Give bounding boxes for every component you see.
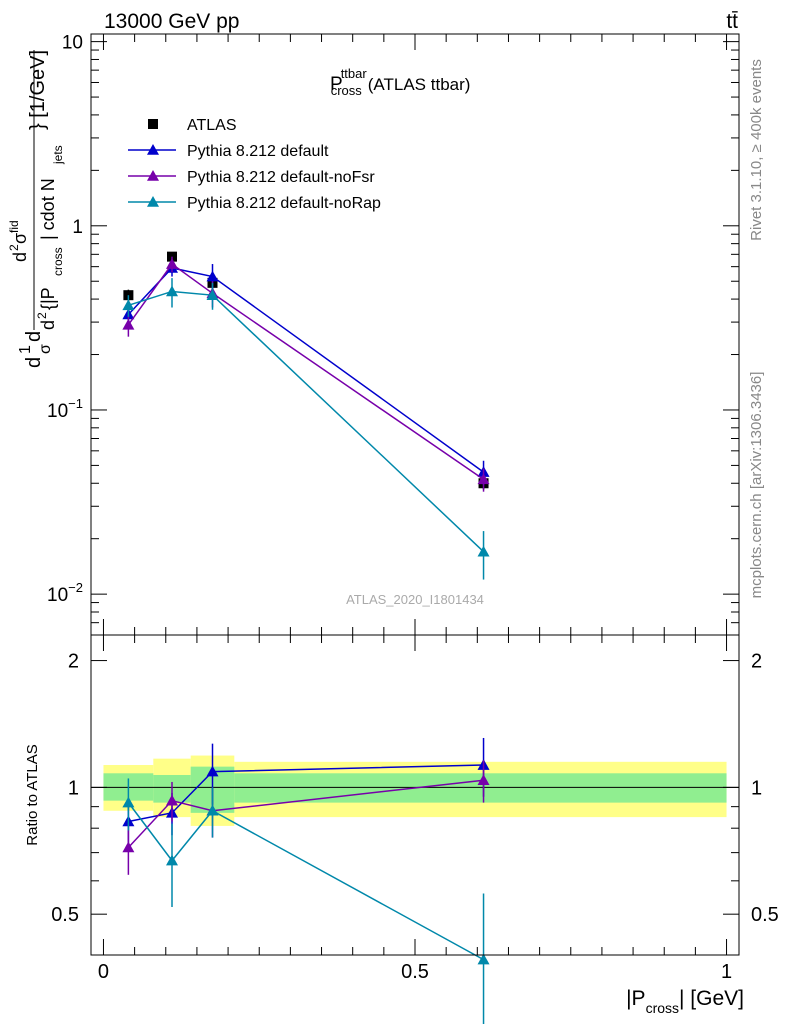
ratio-y-axis-label: Ratio to ATLAS [24,744,41,845]
main-y-tick-label: 1 [72,217,83,238]
data-point [477,473,490,485]
ylabel-frac1: 1 [17,345,34,354]
main-y-tick-label: 10 [62,33,83,54]
ylabel-den-main: {|P [38,287,58,310]
data-point [166,258,178,269]
series-line [128,290,485,553]
ratio-data-point [122,796,135,808]
ylabel-d2: d [10,252,30,262]
legend-label: ATLAS [187,117,237,134]
legend-item: ATLAS [148,117,237,134]
legend-label: Pythia 8.212 default-noRap [187,195,381,212]
data-point [167,251,177,262]
legend: ATLAS Pythia 8.212 default Pythia 8.212 de… [128,117,381,212]
ratio-y-tick-label: 1 [68,777,79,799]
analysis-watermark: ATLAS_2020_I1801434 [346,592,484,607]
main-y-tick-label: 10−2 [47,580,83,606]
ratio-series-pythia-8-212-default-norap [122,778,490,1024]
ratio-data-point [477,774,490,785]
ylabel-den-sub2: jets [51,145,65,165]
ratio-data-point [206,765,219,777]
title-sub: cross [331,83,363,98]
ylabel-den-d2: d [38,320,58,330]
ratio-y-tick-label-right: 2 [751,651,762,673]
ratio-x-tick-label: 0.5 [401,961,429,983]
data-point [166,285,178,297]
series-pythia-8-212-default [122,260,490,486]
ylabel-sigma-num: σ [10,233,30,244]
ratio-frame [90,634,740,956]
ratio-series-line [128,764,484,823]
rivet-label: Rivet 3.1.10, ≥ 400k events [748,59,765,241]
series-pythia-8-212-default-norap [122,278,490,580]
ylabel-den-d2-exp: 2 [35,312,49,319]
ratio-y-tick-label-right: 1 [751,777,762,799]
ratio-series-line [127,802,484,961]
ylabel-den-sub: cross [51,247,65,276]
title-main: P [330,74,343,95]
data-point [122,299,135,311]
ratio-data-point [166,794,178,806]
xlabel-sub: cross [646,1000,679,1016]
ylabel-sigma1: σ [37,344,54,354]
mcplots-label: mcplots.cern.ch [arXiv:1306.3436] [748,372,765,599]
main-y-axis-label: d 1 σ d d 2 σ fid d 2 {|P cross | cdot N… [7,50,65,368]
data-point [206,270,219,282]
legend-item: Pythia 8.212 default-noFsr [128,169,375,186]
ratio-x-axis-label: |Pcross| [GeV] [626,987,744,1016]
energy-label: 13000 GeV pp [104,10,239,33]
ylabel-sigma-exp: fid [7,220,21,233]
main-y-tick-label: 10−1 [47,396,83,422]
series-atlas [123,251,489,490]
xlabel-main: |P [626,987,645,1010]
ratio-data-point [206,804,219,816]
ylabel-unit: } [1/GeV] [27,50,49,130]
ratio-data-point [166,854,178,866]
title-suffix: (ATLAS ttbar) [368,75,471,94]
ylabel-d1: d [23,357,45,368]
uncertainty-band-inner [234,773,727,803]
ratio-y-tick-label: 0.5 [51,904,79,926]
ylabel-d2-exp: 2 [7,244,21,251]
tick-base: 10 [47,585,68,606]
data-point [122,318,135,330]
legend-marker [147,196,159,207]
tick-exponent: −1 [68,396,83,411]
ratio-series-line [127,779,484,848]
ratio-x-tick-label: 0 [98,961,109,983]
legend-label: Pythia 8.212 default-noFsr [187,169,375,186]
tick-exponent: −2 [68,580,83,595]
main-title: Pttbar cross (ATLAS ttbar) [330,66,470,98]
legend-label: Pythia 8.212 default [187,143,329,160]
title-sup: ttbar [341,66,368,81]
series-line [127,267,484,473]
xlabel-rest: | [GeV] [679,987,744,1010]
ratio-panel: 0.5 0.5 1 1 2 2 0 0.5 1 Ratio to ATLAS |Pcross| … [24,634,779,1024]
series-pythia-8-212-default-nofsr [122,256,490,492]
data-point [477,545,490,557]
legend-item: Pythia 8.212 default-noRap [128,195,381,212]
legend-marker [148,119,158,129]
series-line [127,262,484,480]
ratio-plot-area: 0.5 0.5 1 1 2 2 0 0.5 1 [51,635,779,1024]
data-point [206,289,219,300]
ratio-y-tick-label-right: 0.5 [751,904,779,926]
ratio-data-point [477,953,490,965]
legend-marker [147,144,159,155]
ylabel-mid-d: d [23,331,45,342]
tick-base: 10 [47,401,68,422]
ratio-x-tick-label: 1 [721,961,732,983]
ylabel-den-rest: | cdot N [38,178,58,240]
ratio-y-tick-label: 2 [68,651,79,673]
legend-item: Pythia 8.212 default [128,143,329,160]
ratio-data-point [122,841,135,853]
process-label: tt̄ [726,10,738,33]
legend-marker [147,170,159,181]
